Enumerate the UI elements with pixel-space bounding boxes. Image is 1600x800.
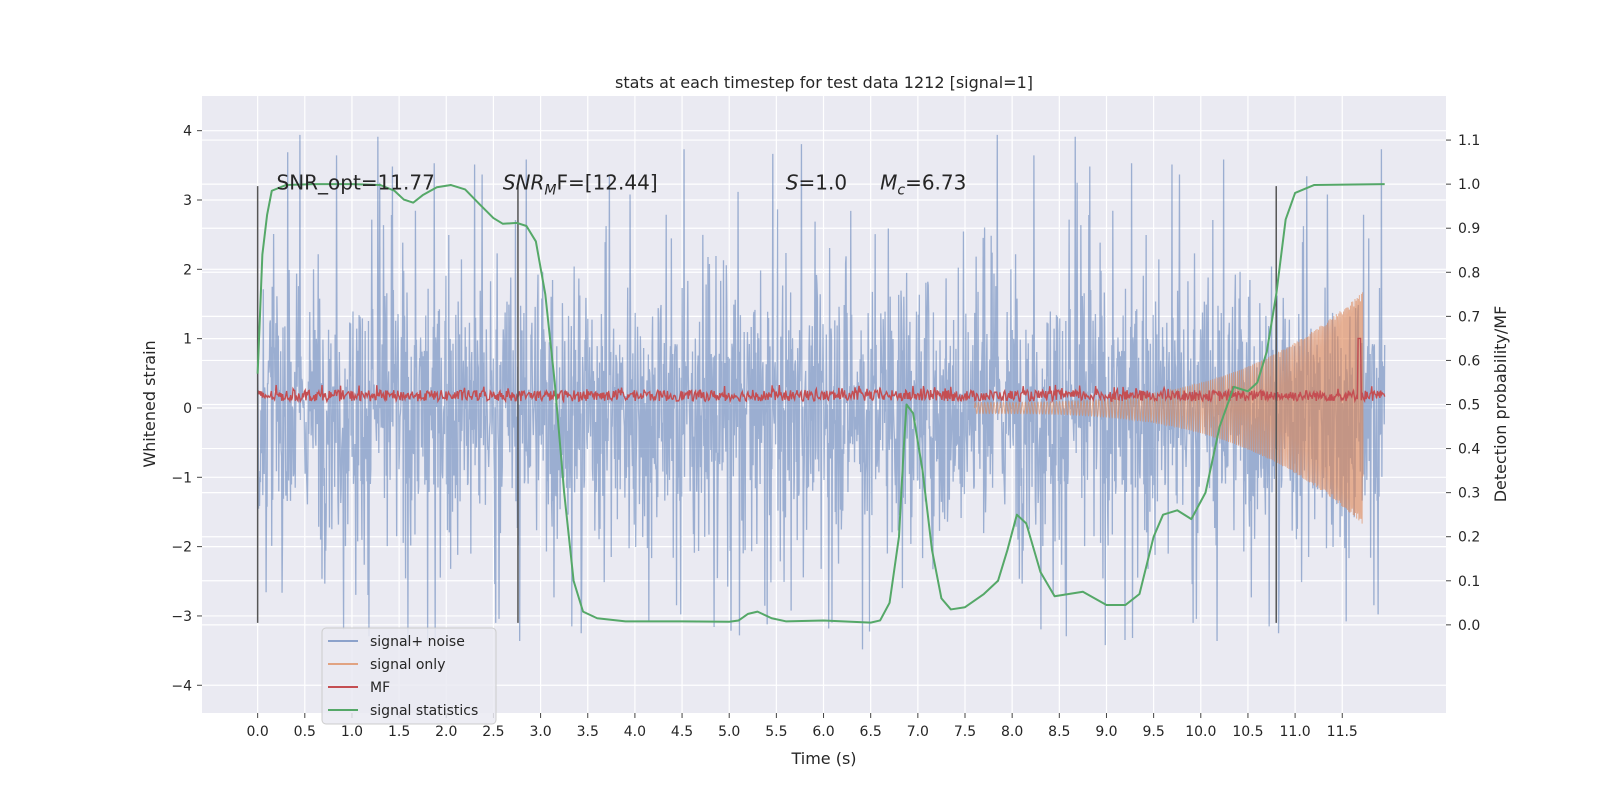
line-signal-noise [257, 134, 1386, 650]
y-right-tick-label: 0.1 [1458, 574, 1480, 590]
legend-label-signal-statistics: signal statistics [370, 703, 478, 719]
x-tick-label: 10.5 [1232, 724, 1263, 740]
legend-box [321, 627, 497, 725]
x-tick-label: 7.0 [907, 724, 929, 740]
x-tick-label: 11.5 [1327, 724, 1358, 740]
series-mf [256, 337, 1386, 404]
series-signal-only [973, 292, 1364, 524]
x-axis-label: Time (s) [790, 749, 856, 768]
x-tick-label: 3.0 [529, 724, 551, 740]
series-signal-noise [257, 134, 1386, 650]
y-axis-label-right: Detection probability/MF [1491, 306, 1510, 503]
y-right-tick-label: 0.6 [1458, 353, 1480, 369]
y-axis-left: 4 3 2 1 0 −1 −2 −3 −4 [171, 124, 202, 694]
x-tick-label: 3.5 [577, 724, 599, 740]
y-right-tick-label: 0.4 [1458, 442, 1480, 458]
vertical-markers [256, 186, 1277, 623]
x-tick-label: 6.5 [860, 724, 882, 740]
y-tick-label: −2 [171, 540, 192, 556]
annotation-mc-value: Mc=6.73 [880, 171, 966, 199]
legend-label-signal-noise: signal+ noise [370, 634, 465, 650]
y-right-tick-label: 0.0 [1458, 618, 1480, 634]
x-tick-label: 2.0 [435, 724, 457, 740]
line-signal-only [973, 292, 1364, 524]
x-tick-label: 0.0 [247, 724, 269, 740]
legend-label-mf: MF [370, 680, 390, 696]
x-tick-label: 2.5 [482, 724, 504, 740]
legend-label-signal-only: signal only [370, 657, 445, 673]
x-tick-label: 5.5 [765, 724, 787, 740]
y-right-tick-label: 1.0 [1458, 177, 1480, 193]
y-right-tick-label: 0.5 [1458, 398, 1480, 414]
x-tick-label: 0.5 [294, 724, 316, 740]
chart-title: stats at each timestep for test data 121… [615, 73, 1033, 92]
x-tick-label: 4.5 [671, 724, 693, 740]
y-right-tick-label: 0.3 [1458, 486, 1480, 502]
y-tick-label: −1 [171, 470, 192, 486]
annotation-s-value: S=1.0 [786, 171, 847, 195]
x-tick-label: 4.0 [624, 724, 646, 740]
y-tick-label: −3 [171, 609, 192, 625]
annotations: SNR_opt=11.77 SNRMF=[12.44] S=1.0 Mc=6.7… [277, 171, 967, 199]
y-tick-label: 1 [183, 332, 192, 348]
x-tick-label: 1.0 [341, 724, 363, 740]
y-axis-label: Whitened strain [140, 340, 159, 467]
annotation-snr-opt: SNR_opt=11.77 [277, 171, 435, 195]
x-tick-label: 6.0 [812, 724, 834, 740]
y-right-tick-label: 0.8 [1458, 265, 1480, 281]
legend: signal+ noise signal only MF signal stat… [321, 627, 497, 725]
y-tick-label: 2 [183, 262, 192, 278]
series-signal-statistics [256, 183, 1385, 624]
y-axis-right: 1.1 1.0 0.9 0.8 0.7 0.6 0.5 0.4 0.3 0.2 0.1 0.0 [1446, 133, 1480, 634]
y-right-tick-label: 0.9 [1458, 221, 1480, 237]
x-tick-label: 9.5 [1142, 724, 1164, 740]
x-tick-label: 7.5 [954, 724, 976, 740]
y-tick-label: 4 [183, 124, 192, 140]
y-right-tick-label: 1.1 [1458, 133, 1480, 149]
y-right-tick-label: 0.2 [1458, 530, 1480, 546]
x-tick-label: 8.5 [1048, 724, 1070, 740]
y-tick-label: 0 [183, 401, 192, 417]
x-tick-label: 8.0 [1001, 724, 1023, 740]
x-tick-label: 11.0 [1280, 724, 1311, 740]
y-right-tick-label: 0.7 [1458, 309, 1480, 325]
x-tick-label: 10.0 [1185, 724, 1216, 740]
line-signal-statistics [256, 183, 1385, 624]
line-mf [256, 337, 1386, 404]
x-tick-label: 5.0 [718, 724, 740, 740]
annotation-snr-mf: SNRMF=[12.44] [503, 171, 658, 199]
y-tick-label: −4 [171, 678, 192, 694]
x-tick-label: 9.0 [1095, 724, 1117, 740]
x-axis: 0.0 0.5 1.0 1.5 2.0 2.5 3.0 3.5 4.0 4.5 5.0 5.5 6.0 6… [247, 713, 1358, 740]
y-tick-label: 3 [183, 193, 192, 209]
x-tick-label: 1.5 [388, 724, 410, 740]
